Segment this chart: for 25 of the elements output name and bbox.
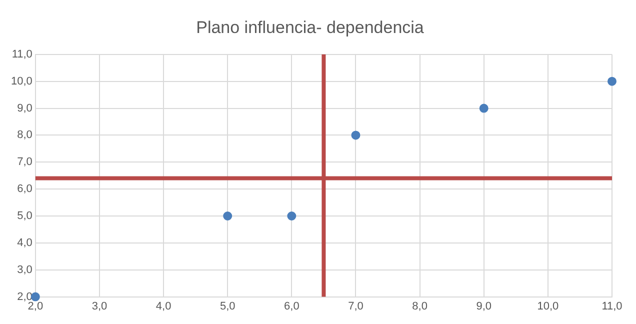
y-tick-label: 9,0 [17, 102, 32, 114]
point [608, 76, 616, 86]
x-tick-label: 9,0 [476, 300, 492, 312]
chart-title: Plano influencia- dependencia [196, 18, 424, 37]
y-tick-label: 4,0 [17, 236, 32, 249]
x-tick-label: 5,0 [220, 300, 236, 312]
x-tick-label: 6,0 [284, 300, 300, 312]
x-tick-label: 2,0 [28, 300, 44, 312]
y-tick-label: 7,0 [17, 156, 32, 168]
x-tick-label: 3,0 [92, 300, 108, 312]
y-tick-label: 6,0 [17, 183, 32, 196]
point [223, 212, 232, 220]
y-tick-label: 10,0 [10, 75, 32, 88]
x-tick-label: 10,0 [537, 300, 559, 312]
point [479, 104, 488, 113]
point [287, 212, 296, 220]
y-tick-label: 8,0 [17, 129, 32, 142]
x-tick-label: 11,0 [602, 300, 622, 312]
point [351, 130, 360, 140]
y-tick-label: 3,0 [17, 264, 32, 276]
x-tick-label: 8,0 [412, 300, 428, 312]
y-tick-label: 5,0 [17, 210, 32, 222]
x-tick-label: 4,0 [156, 300, 172, 312]
x-tick-label: 7,0 [348, 300, 364, 312]
y-tick-label: 11,0 [12, 48, 32, 60]
